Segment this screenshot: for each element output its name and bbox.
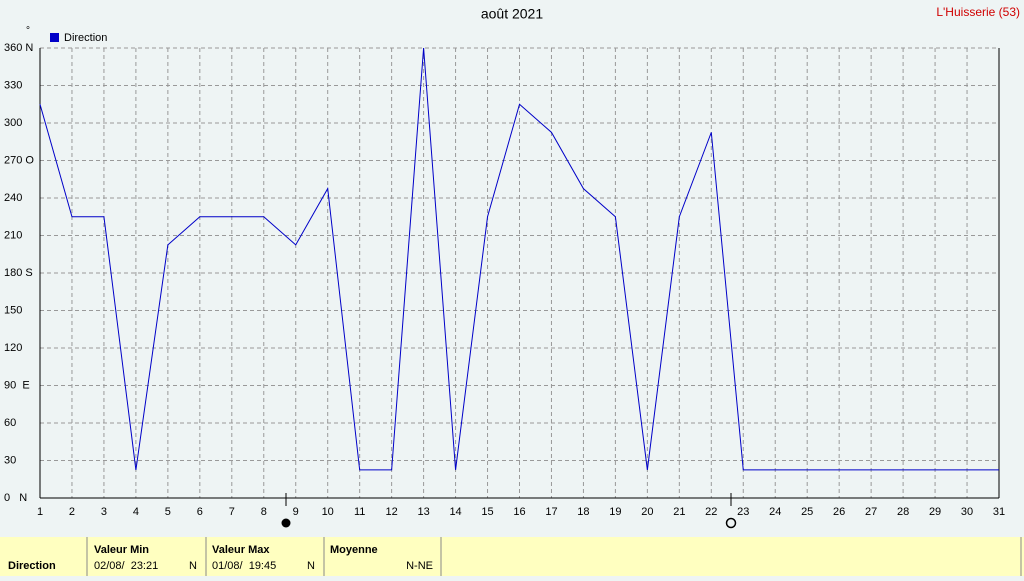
y-unit: ° xyxy=(26,26,30,37)
x-tick-label: 12 xyxy=(386,506,398,518)
mean-value: N-NE xyxy=(406,560,433,572)
y-tick-label: 240 xyxy=(4,192,22,204)
x-tick-label: 16 xyxy=(513,506,525,518)
y-tick-label: 270 O xyxy=(4,154,34,166)
y-tick-label: 90 E xyxy=(4,379,30,391)
y-tick-label: 0 N xyxy=(4,492,27,504)
x-tick-label: 19 xyxy=(609,506,621,518)
max-date: 01/08/ 19:45 xyxy=(212,560,276,572)
y-tick-label: 330 xyxy=(4,79,22,91)
y-tick-label: 120 xyxy=(4,342,22,354)
x-tick-label: 17 xyxy=(545,506,557,518)
footer-bg xyxy=(0,537,1024,576)
x-tick-label: 25 xyxy=(801,506,813,518)
x-tick-label: 31 xyxy=(993,506,1005,518)
min-value: N xyxy=(189,560,197,572)
x-tick-label: 15 xyxy=(481,506,493,518)
x-tick-label: 29 xyxy=(929,506,941,518)
row-label: Direction xyxy=(8,560,56,572)
x-tick-label: 27 xyxy=(865,506,877,518)
x-tick-label: 28 xyxy=(897,506,909,518)
x-tick-label: 6 xyxy=(197,506,203,518)
moon-icon xyxy=(281,518,291,528)
x-tick-label: 1 xyxy=(37,506,43,518)
x-tick-label: 24 xyxy=(769,506,781,518)
max-header: Valeur Max xyxy=(212,544,270,556)
chart-title: août 2021 xyxy=(481,6,543,22)
y-tick-label: 150 xyxy=(4,304,22,316)
legend-swatch xyxy=(50,33,59,42)
y-tick-label: 60 xyxy=(4,417,16,429)
x-tick-label: 8 xyxy=(261,506,267,518)
x-tick-label: 3 xyxy=(101,506,107,518)
min-header: Valeur Min xyxy=(94,544,149,556)
x-tick-label: 5 xyxy=(165,506,171,518)
min-date: 02/08/ 23:21 xyxy=(94,560,158,572)
station-name: L'Huisserie (53) xyxy=(936,5,1020,19)
x-tick-label: 10 xyxy=(322,506,334,518)
y-tick-label: 300 xyxy=(4,117,22,129)
x-tick-label: 2 xyxy=(69,506,75,518)
data-line xyxy=(39,47,999,471)
legend-label: Direction xyxy=(64,32,107,44)
moon-icon xyxy=(725,517,737,529)
x-tick-label: 13 xyxy=(417,506,429,518)
x-tick-label: 7 xyxy=(229,506,235,518)
x-tick-label: 9 xyxy=(293,506,299,518)
x-tick-label: 22 xyxy=(705,506,717,518)
x-tick-label: 23 xyxy=(737,506,749,518)
footer: Direction Valeur Min 02/08/ 23:21 N Vale… xyxy=(0,537,1024,576)
y-tick-label: 180 S xyxy=(4,267,33,279)
y-tick-label: 360 N xyxy=(4,42,33,54)
y-tick-label: 30 xyxy=(4,454,16,466)
x-tick-label: 30 xyxy=(961,506,973,518)
x-tick-label: 4 xyxy=(133,506,139,518)
x-tick-label: 21 xyxy=(673,506,685,518)
mean-header: Moyenne xyxy=(330,544,378,556)
x-tick-label: 26 xyxy=(833,506,845,518)
x-tick-label: 18 xyxy=(577,506,589,518)
x-tick-label: 14 xyxy=(449,506,461,518)
x-tick-label: 20 xyxy=(641,506,653,518)
y-tick-label: 210 xyxy=(4,229,22,241)
max-value: N xyxy=(307,560,315,572)
x-tick-label: 11 xyxy=(354,506,365,518)
